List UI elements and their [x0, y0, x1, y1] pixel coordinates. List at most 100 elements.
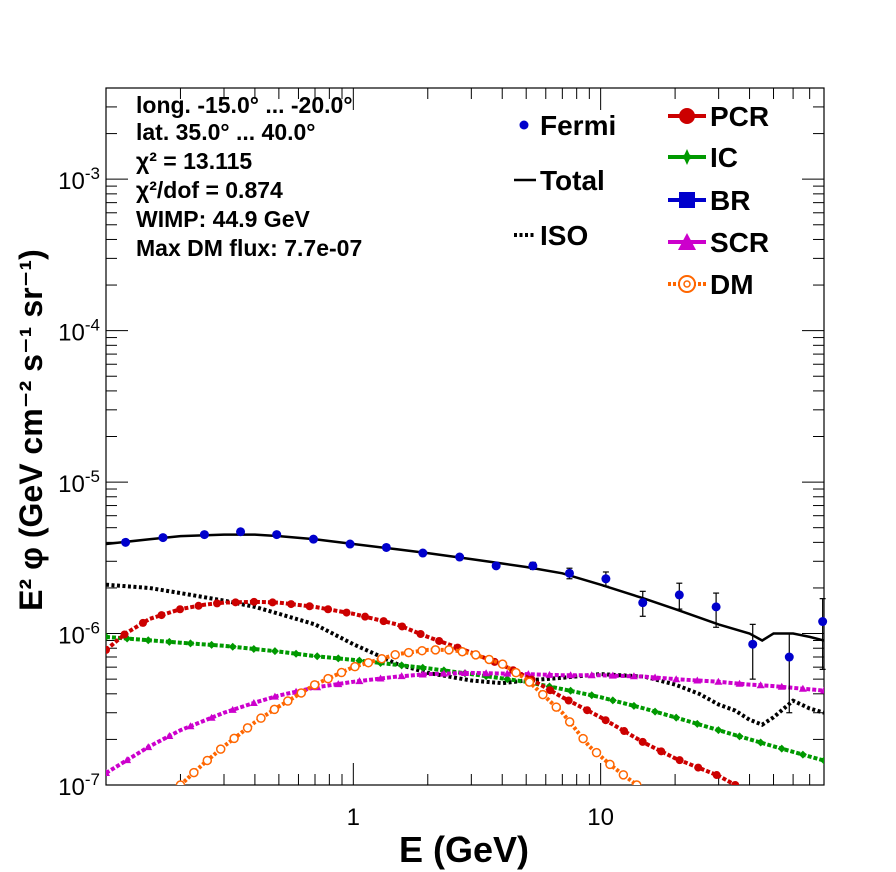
pcr-marker	[583, 706, 592, 715]
pcr-marker	[139, 618, 148, 627]
ic-marker	[270, 647, 279, 656]
ic-marker	[777, 744, 786, 753]
dm-marker	[457, 647, 468, 657]
scr-marker	[270, 692, 279, 700]
dm-marker	[256, 713, 266, 723]
fermi-point	[674, 590, 684, 600]
ic-marker	[165, 637, 174, 646]
scr-marker	[735, 679, 744, 687]
legend-label-ic: IC	[710, 142, 738, 173]
dm-marker	[377, 653, 387, 664]
dm-marker	[470, 650, 481, 660]
scr-marker	[545, 670, 554, 678]
scr-marker	[651, 673, 660, 681]
legend-label-iso: ISO	[540, 220, 588, 251]
ic-marker	[587, 691, 596, 700]
pcr-line	[106, 599, 737, 785]
legend-marker-scr	[678, 233, 696, 250]
fermi-point	[158, 533, 168, 543]
pcr-marker	[601, 716, 610, 725]
info-line: χ² = 13.115	[136, 148, 252, 174]
pcr-marker	[361, 612, 370, 621]
info-block: long. -15.0° ... -20.0° lat. 35.0° ... 4…	[136, 92, 362, 261]
info-line: Max DM flux: 7.7e-07	[136, 235, 362, 261]
pcr-marker	[564, 696, 573, 705]
dm-marker	[296, 688, 306, 698]
total-line	[106, 533, 824, 642]
ic-marker	[651, 707, 660, 716]
ic-marker	[106, 632, 110, 641]
x-tick-label: 1	[347, 804, 360, 831]
ic-marker	[313, 652, 322, 661]
x-axis-label: E (GeV)	[399, 829, 529, 870]
scr-marker	[334, 680, 343, 688]
ic-marker	[503, 675, 512, 684]
fermi-point	[381, 542, 391, 552]
fermi-point	[564, 568, 574, 578]
ic-marker	[144, 636, 153, 645]
scr-marker	[820, 686, 824, 694]
dm-marker	[524, 677, 535, 687]
dm-marker	[390, 649, 400, 660]
dm-marker	[605, 759, 615, 770]
pcr-marker	[712, 771, 721, 780]
dm-marker	[283, 696, 293, 706]
pcr-marker	[268, 598, 277, 607]
dm-marker	[417, 645, 427, 656]
legend-right: PCR IC BR SCR DM	[668, 101, 769, 300]
dm-marker	[618, 770, 629, 780]
y-tick-label: 10-6	[58, 619, 100, 650]
pcr-marker	[638, 737, 647, 746]
scr-marker	[439, 669, 448, 677]
dm-marker	[632, 780, 642, 785]
pcr-marker	[731, 781, 740, 785]
dm-marker	[430, 645, 441, 655]
dm-marker	[403, 647, 414, 658]
pcr-marker	[250, 597, 259, 606]
scr-marker	[123, 756, 132, 764]
scr-marker	[672, 675, 681, 683]
fermi-point	[455, 552, 465, 562]
legend-label-dm: DM	[710, 269, 754, 300]
fermi-point	[784, 652, 794, 662]
scr-marker	[418, 670, 427, 678]
scr-marker	[566, 671, 575, 679]
dm-marker	[336, 667, 347, 678]
series-layer	[106, 533, 824, 785]
scr-marker	[397, 672, 406, 680]
scr-marker	[144, 743, 153, 751]
legend-marker-ic	[679, 149, 695, 165]
dm-marker	[497, 659, 508, 669]
pcr-marker	[120, 630, 129, 639]
ic-marker	[249, 644, 258, 653]
fermi-point	[491, 561, 501, 571]
dm-marker	[309, 680, 320, 690]
ic-marker	[228, 642, 237, 651]
x-tick-label: 10	[587, 804, 614, 831]
dm-marker	[363, 657, 374, 668]
dm-marker	[484, 654, 494, 665]
pcr-marker	[657, 747, 666, 756]
fermi-point	[418, 548, 428, 558]
scr-marker	[608, 671, 617, 679]
ic-marker	[292, 649, 301, 658]
info-line: WIMP: 44.9 GeV	[136, 206, 310, 232]
ic-marker	[693, 719, 702, 728]
fermi-point	[121, 537, 131, 547]
pcr-marker	[305, 602, 314, 611]
axis-tick-labels: 1 10 10-7 10-6 10-5 10-4 10-3	[58, 164, 614, 831]
scr-marker	[756, 681, 765, 689]
dm-marker	[323, 673, 333, 684]
scr-marker	[106, 769, 110, 777]
pcr-marker	[398, 622, 407, 631]
dm-marker	[189, 767, 199, 778]
scr-marker	[629, 672, 638, 680]
dm-marker	[538, 689, 548, 700]
fermi-point	[345, 539, 355, 549]
ic-marker	[820, 756, 824, 765]
dm-marker	[578, 733, 588, 744]
dm-marker	[551, 702, 562, 712]
fermi-point	[308, 534, 318, 544]
fermi-layer	[121, 527, 828, 714]
